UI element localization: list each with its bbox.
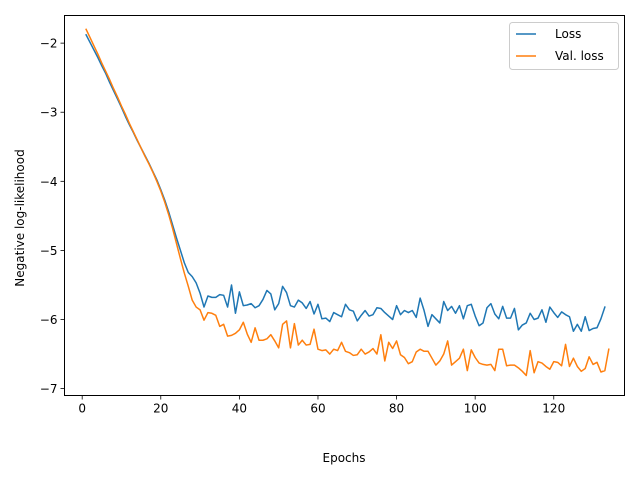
y-tick-label: −2 [40, 37, 58, 51]
series-line-loss [85, 33, 606, 332]
series-line-val-loss [85, 28, 610, 377]
y-tick-label: −5 [40, 244, 58, 258]
x-tick-label: 120 [542, 402, 565, 416]
y-tick-label: −4 [40, 175, 58, 189]
x-tick-label: 100 [464, 402, 487, 416]
x-tick-label: 60 [310, 402, 325, 416]
legend-box [509, 22, 619, 70]
x-axis: 0 20 40 60 80 100 120 [78, 395, 565, 416]
y-tick-label: −6 [40, 313, 58, 327]
y-axis-label: Negative log-likelihood [13, 149, 27, 286]
x-tick-label: 0 [78, 402, 86, 416]
x-tick-label: 20 [153, 402, 168, 416]
y-tick-label: −3 [40, 106, 58, 120]
x-axis-label: Epochs [323, 451, 366, 465]
x-tick-label: 80 [389, 402, 404, 416]
y-axis: −2 −3 −4 −5 −6 −7 [40, 37, 65, 396]
legend: Loss Val. loss [509, 22, 619, 70]
legend-label-val-loss: Val. loss [555, 49, 604, 63]
legend-label-loss: Loss [555, 27, 581, 41]
plot-frame [64, 15, 625, 396]
plot-series-group [85, 28, 610, 377]
x-tick-label: 40 [232, 402, 247, 416]
y-tick-label: −7 [40, 382, 58, 396]
